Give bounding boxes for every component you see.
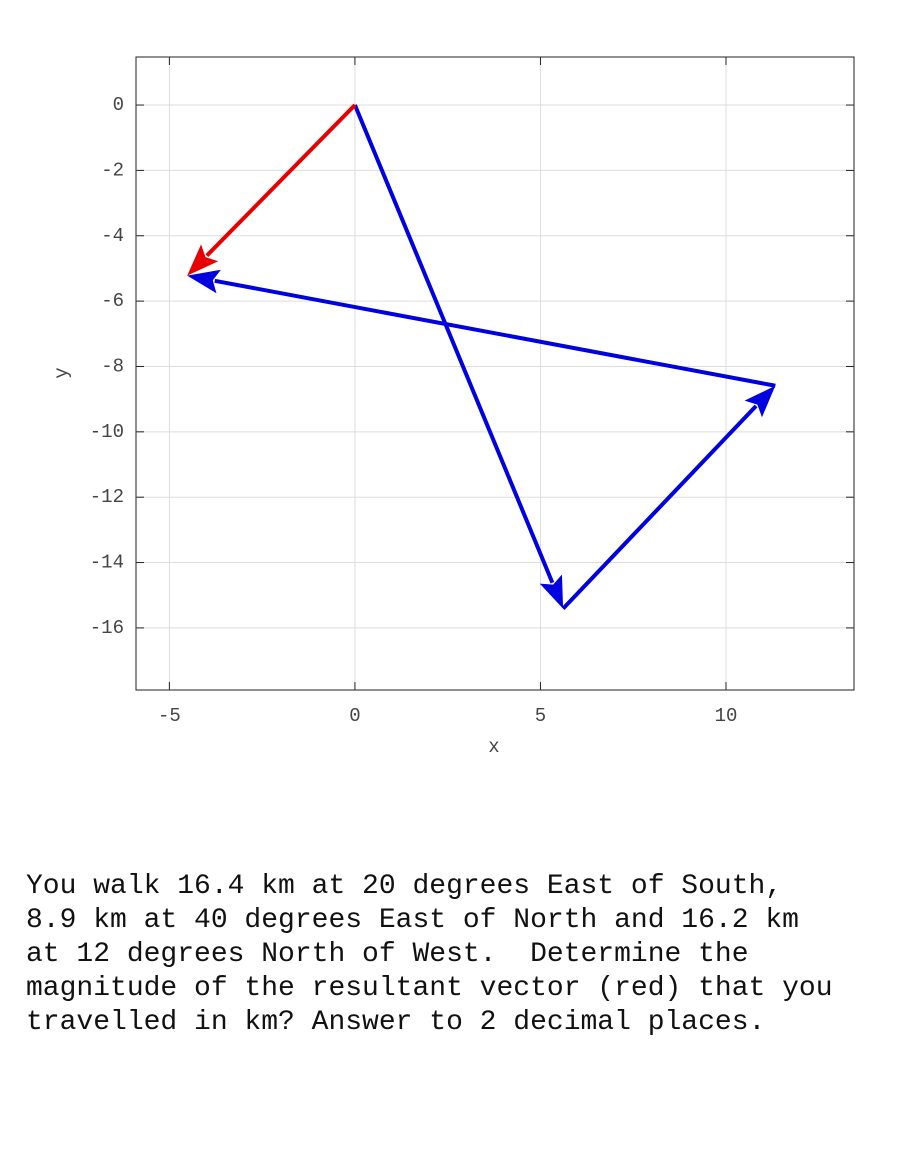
x-tick-label: 10: [715, 705, 738, 727]
x-tick-label: -5: [158, 705, 181, 727]
question-line: magnitude of the resultant vector (red) …: [26, 973, 833, 1004]
y-tick-label: -16: [90, 617, 124, 639]
y-tick-label: -4: [101, 225, 124, 247]
vector-shaft: [205, 103, 357, 258]
question-line: You walk 16.4 km at 20 degrees East of S…: [26, 871, 783, 902]
y-tick-label: 0: [113, 94, 124, 116]
x-tick-label: 5: [535, 705, 546, 727]
y-tick-label: -6: [101, 290, 124, 312]
y-tick-label: -14: [90, 552, 124, 574]
y-axis-label: y: [51, 367, 73, 378]
vector-head: [539, 574, 564, 609]
chart: x y -5 0 5 10 0 -2 -4 -6 -8 -10 -12 -14 -16: [51, 56, 855, 758]
question-text: You walk 16.4 km at 20 degrees East of S…: [26, 870, 833, 1040]
x-tick-label: 0: [349, 705, 360, 727]
y-tick-label: -12: [90, 486, 124, 508]
question-line: 8.9 km at 40 degrees East of North and 1…: [26, 905, 799, 936]
vector-shaft: [214, 278, 776, 388]
vector-shaft: [561, 404, 758, 611]
y-tick-label: -2: [101, 159, 124, 181]
vector-head: [187, 269, 221, 294]
x-axis-label: x: [488, 736, 499, 758]
y-tick-label: -10: [90, 421, 124, 443]
question-line: travelled in km? Answer to 2 decimal pla…: [26, 1007, 766, 1038]
vector-head: [187, 244, 219, 276]
y-tick-label: -8: [101, 355, 124, 377]
vector-shaft: [353, 104, 555, 584]
plot-frame: [135, 56, 855, 691]
vector-head: [744, 385, 776, 418]
question-line: at 12 degrees North of West. Determine t…: [26, 939, 749, 970]
